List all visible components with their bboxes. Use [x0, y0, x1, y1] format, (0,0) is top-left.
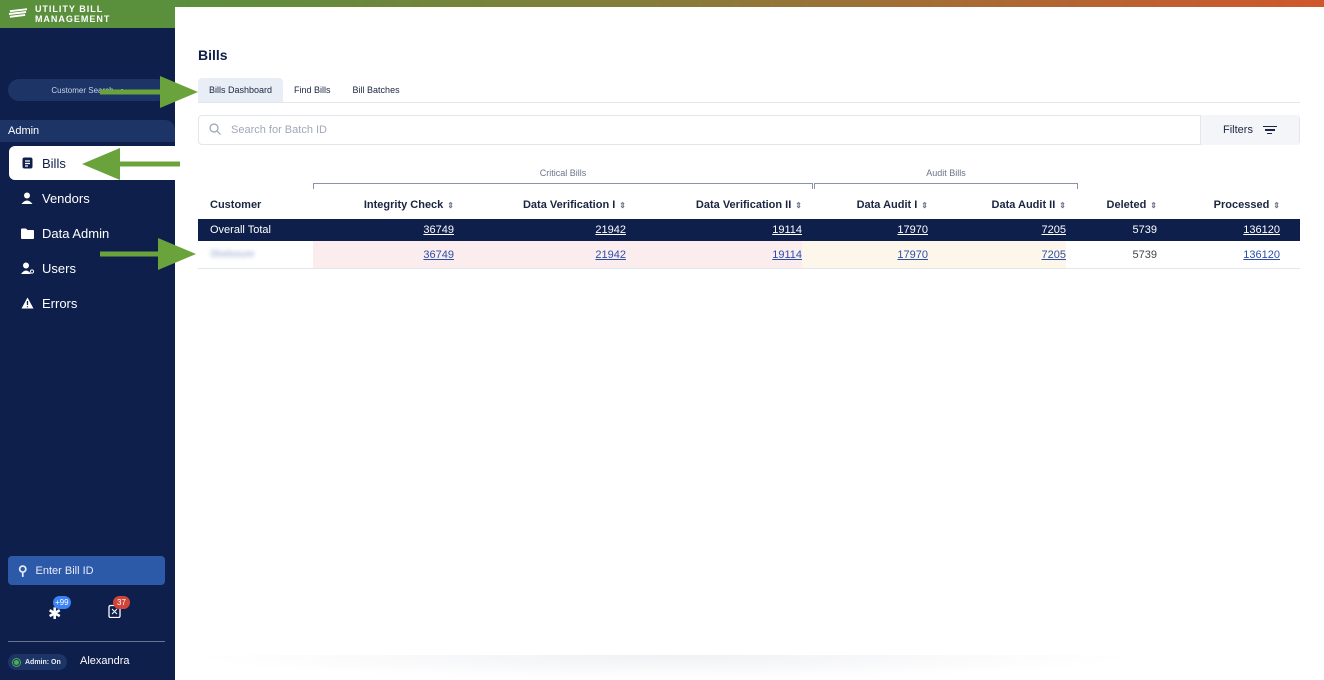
document-icon	[20, 157, 34, 169]
bills-table: Customer Integrity Check ⇕ Data Verificat…	[198, 195, 1300, 269]
integrity-check-link[interactable]: 36749	[423, 248, 454, 261]
customer-name[interactable]: Shelxxure	[210, 249, 255, 260]
sort-icon: ⇕	[1150, 200, 1157, 210]
brand-title: UTILITY BILL MANAGEMENT	[34, 4, 111, 24]
table-row-overall-total: Overall Total 36749 21942 19114 17970 72…	[198, 219, 1300, 241]
data-audit-2-link[interactable]: 7205	[1041, 224, 1066, 236]
sort-icon: ⇕	[1059, 200, 1066, 210]
tab-bill-batches[interactable]: Bill Batches	[352, 85, 400, 95]
batch-search-input[interactable]: Search for Batch ID	[231, 124, 327, 136]
data-audit-1-link[interactable]: 17970	[897, 248, 928, 261]
data-verification-2-link[interactable]: 19114	[772, 248, 802, 261]
filters-button[interactable]: Filters	[1200, 115, 1299, 145]
column-header-processed[interactable]: Processed ⇕	[1213, 199, 1280, 211]
data-audit-2-link[interactable]: 7205	[1041, 248, 1066, 261]
group-bracket-audit	[814, 183, 1078, 189]
annotation-arrow-row	[100, 238, 196, 270]
users-icon	[20, 262, 34, 274]
column-header-data-verification-2[interactable]: Data Verification II ⇕	[695, 199, 802, 211]
sidebar-item-label: Vendors	[42, 190, 90, 206]
group-bracket-critical	[313, 183, 813, 189]
group-label-critical: Critical Bills	[539, 168, 587, 178]
folder-icon	[20, 228, 34, 239]
sidebar-item-label: Users	[42, 260, 76, 276]
brand-header[interactable]: UTILITY BILL MANAGEMENT	[0, 0, 175, 28]
notification-clipboard[interactable]: 37	[104, 596, 134, 626]
deleted-value: 5739	[1132, 224, 1157, 236]
batch-search-bar: Search for Batch ID Filters	[198, 115, 1300, 145]
admin-status-label: Admin: On	[25, 658, 61, 666]
annotation-arrow-tab	[100, 76, 198, 108]
table-header-row: Customer Integrity Check ⇕ Data Verificat…	[198, 195, 1300, 215]
sidebar: UTILITY BILL MANAGEMENT Customer Search …	[0, 0, 175, 680]
sort-icon: ⇕	[921, 200, 928, 210]
sidebar-item-errors[interactable]: Errors	[0, 286, 175, 320]
tab-find-bills[interactable]: Find Bills	[294, 85, 331, 95]
admin-section-label: Admin	[0, 120, 175, 142]
sidebar-item-vendors[interactable]: Vendors	[0, 181, 175, 215]
column-header-data-verification-1[interactable]: Data Verification I ⇕	[522, 199, 626, 211]
processed-link[interactable]: 136120	[1243, 248, 1280, 261]
warning-icon	[20, 297, 34, 309]
admin-toggle[interactable]: Admin: On	[8, 654, 67, 670]
filter-icon	[1262, 124, 1277, 137]
sort-icon: ⇕	[1273, 200, 1280, 210]
bill-id-input[interactable]: ⚲ Enter Bill ID	[8, 556, 165, 585]
column-header-data-audit-2[interactable]: Data Audit II ⇕	[991, 199, 1066, 211]
sort-icon: ⇕	[447, 200, 454, 210]
page-title: Bills	[198, 47, 228, 63]
processed-link[interactable]: 136120	[1243, 224, 1280, 236]
sidebar-nav: Bills Vendors Data Admin Users	[0, 146, 175, 321]
tab-bar: Bills Dashboard Find Bills Bill Batches	[198, 78, 1300, 103]
sidebar-item-label: Data Admin	[42, 225, 110, 241]
column-header-deleted[interactable]: Deleted ⇕	[1106, 199, 1157, 211]
asterisk-icon: ✱	[48, 606, 62, 623]
person-icon	[20, 192, 34, 204]
column-header-integrity-check[interactable]: Integrity Check ⇕	[363, 199, 454, 211]
top-gradient-bar	[175, 0, 1324, 7]
column-header-customer[interactable]: Customer	[210, 199, 262, 211]
notification-asterisk[interactable]: ✱ +99	[44, 596, 74, 626]
sidebar-item-label: Bills	[42, 155, 66, 171]
brand-logo-icon	[8, 8, 28, 18]
search-icon	[209, 122, 221, 138]
data-verification-1-link[interactable]: 21942	[595, 224, 626, 236]
table-row: Shelxxure 36749 21942 19114 17970 7205 5…	[198, 241, 1300, 269]
notification-badge: +99	[53, 596, 71, 609]
footer-shadow	[190, 655, 1140, 680]
bill-id-placeholder: Enter Bill ID	[35, 564, 94, 577]
user-name[interactable]: Alexandra	[80, 655, 130, 667]
data-verification-2-link[interactable]: 19114	[772, 224, 802, 236]
deleted-value: 5739	[1132, 248, 1157, 261]
customer-search-placeholder: Customer Search	[51, 85, 114, 95]
notification-badge: 37	[113, 596, 130, 609]
annotation-arrow-bills	[82, 148, 180, 180]
row-customer-label: Overall Total	[210, 224, 271, 236]
sort-icon: ⇕	[795, 200, 802, 210]
search-icon: ⚲	[18, 562, 28, 578]
group-label-audit: Audit Bills	[926, 168, 966, 178]
sidebar-divider	[8, 641, 165, 642]
tab-bills-dashboard[interactable]: Bills Dashboard	[198, 78, 284, 102]
sidebar-item-users[interactable]: Users	[0, 251, 175, 285]
sort-icon: ⇕	[619, 200, 626, 210]
status-dot-icon	[12, 657, 21, 667]
sidebar-item-label: Errors	[42, 295, 78, 311]
integrity-check-link[interactable]: 36749	[423, 224, 454, 236]
filters-label: Filters	[1223, 124, 1253, 136]
column-header-data-audit-1[interactable]: Data Audit I ⇕	[856, 199, 928, 211]
data-verification-1-link[interactable]: 21942	[595, 248, 626, 261]
data-audit-1-link[interactable]: 17970	[897, 224, 928, 236]
sidebar-item-data-admin[interactable]: Data Admin	[0, 216, 175, 250]
